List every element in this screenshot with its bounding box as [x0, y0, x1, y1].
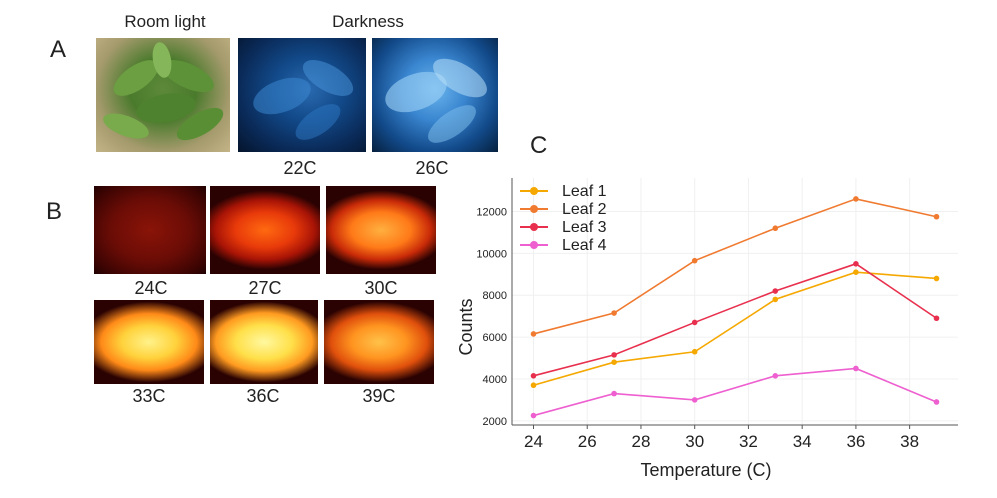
y-tick-label: 8000 [483, 290, 507, 302]
caption-30c: 30C [364, 278, 398, 298]
thermal-30c-image [326, 186, 436, 274]
x-tick-label: 30 [685, 432, 704, 451]
legend-swatch-marker [530, 187, 538, 195]
data-point [611, 352, 617, 358]
legend-label: Leaf 2 [562, 201, 607, 218]
x-tick-label: 38 [900, 432, 919, 451]
x-axis-label: Temperature (C) [640, 460, 771, 480]
series-line [533, 262, 937, 377]
panel-c-letter: C [530, 132, 548, 159]
darkness-22c-image [238, 38, 366, 152]
data-point [530, 382, 537, 389]
data-point [611, 310, 617, 316]
y-tick-label: 4000 [483, 374, 507, 386]
x-tick-label: 34 [793, 432, 812, 451]
data-point [691, 397, 698, 403]
darkness-label: Darkness [332, 12, 404, 31]
data-point [933, 315, 940, 322]
data-point [933, 275, 940, 282]
legend-swatch-marker [530, 223, 538, 231]
x-tick-label: 28 [632, 432, 651, 451]
data-point [611, 390, 617, 397]
data-point [933, 399, 940, 405]
thermal-33c-image [94, 300, 204, 384]
y-tick-label: 6000 [483, 332, 507, 344]
data-point [530, 412, 537, 419]
y-tick-label: 12000 [476, 206, 507, 218]
caption-26c: 26C [415, 158, 449, 178]
legend-label: Leaf 1 [562, 183, 607, 200]
data-point [691, 348, 698, 355]
series-line [533, 271, 937, 386]
panel-a-letter: A [50, 36, 67, 63]
y-tick-label: 2000 [483, 416, 507, 428]
room-light-plant-image [96, 38, 230, 152]
x-tick-label: 24 [524, 432, 543, 451]
thermal-39c-image [324, 300, 434, 384]
series-line [533, 198, 937, 335]
legend-label: Leaf 4 [562, 237, 607, 254]
data-point [853, 269, 859, 275]
data-point [691, 319, 698, 326]
chart-axes: 24 26 28 30 32 34 36 38 2000 4000 6000 8000 10000 120… [476, 178, 958, 451]
data-point [691, 257, 698, 264]
data-point [611, 359, 617, 366]
data-point [933, 213, 940, 220]
data-point [853, 261, 859, 267]
data-point [772, 373, 779, 379]
legend-swatch-marker [530, 241, 538, 249]
caption-33c: 33C [132, 386, 166, 406]
chart-series [530, 196, 940, 419]
series-line [533, 367, 937, 417]
data-point [530, 373, 537, 379]
x-tick-label: 36 [846, 432, 865, 451]
leaf-glow-graphic [385, 58, 487, 143]
data-point [530, 331, 537, 337]
line-chart: 24 26 28 30 32 34 36 38 2000 4000 6000 8000 10000 120… [456, 178, 958, 480]
thermal-36c-image [210, 300, 318, 384]
panel-b-letter: B [46, 198, 63, 225]
caption-24c: 24C [134, 278, 168, 298]
data-point [772, 296, 779, 303]
x-tick-label: 26 [578, 432, 597, 451]
data-point [772, 288, 779, 294]
thermal-27c-image [210, 186, 320, 274]
caption-27c: 27C [248, 278, 282, 298]
room-light-label: Room light [124, 12, 206, 31]
legend-swatch-marker [530, 205, 538, 213]
data-point [853, 365, 859, 372]
y-axis-label: Counts [456, 298, 476, 355]
x-tick-label: 32 [739, 432, 758, 451]
plant-leaves-graphic [103, 42, 224, 141]
leaf-glow-graphic [253, 60, 354, 140]
data-point [853, 196, 859, 202]
data-point [772, 225, 779, 232]
darkness-26c-image [372, 38, 498, 152]
thermal-24c-image [94, 186, 206, 274]
y-tick-label: 10000 [476, 248, 507, 260]
caption-36c: 36C [246, 386, 280, 406]
caption-22c: 22C [283, 158, 317, 178]
legend-label: Leaf 3 [562, 219, 607, 236]
caption-39c: 39C [362, 386, 396, 406]
chart-grid [512, 178, 958, 425]
